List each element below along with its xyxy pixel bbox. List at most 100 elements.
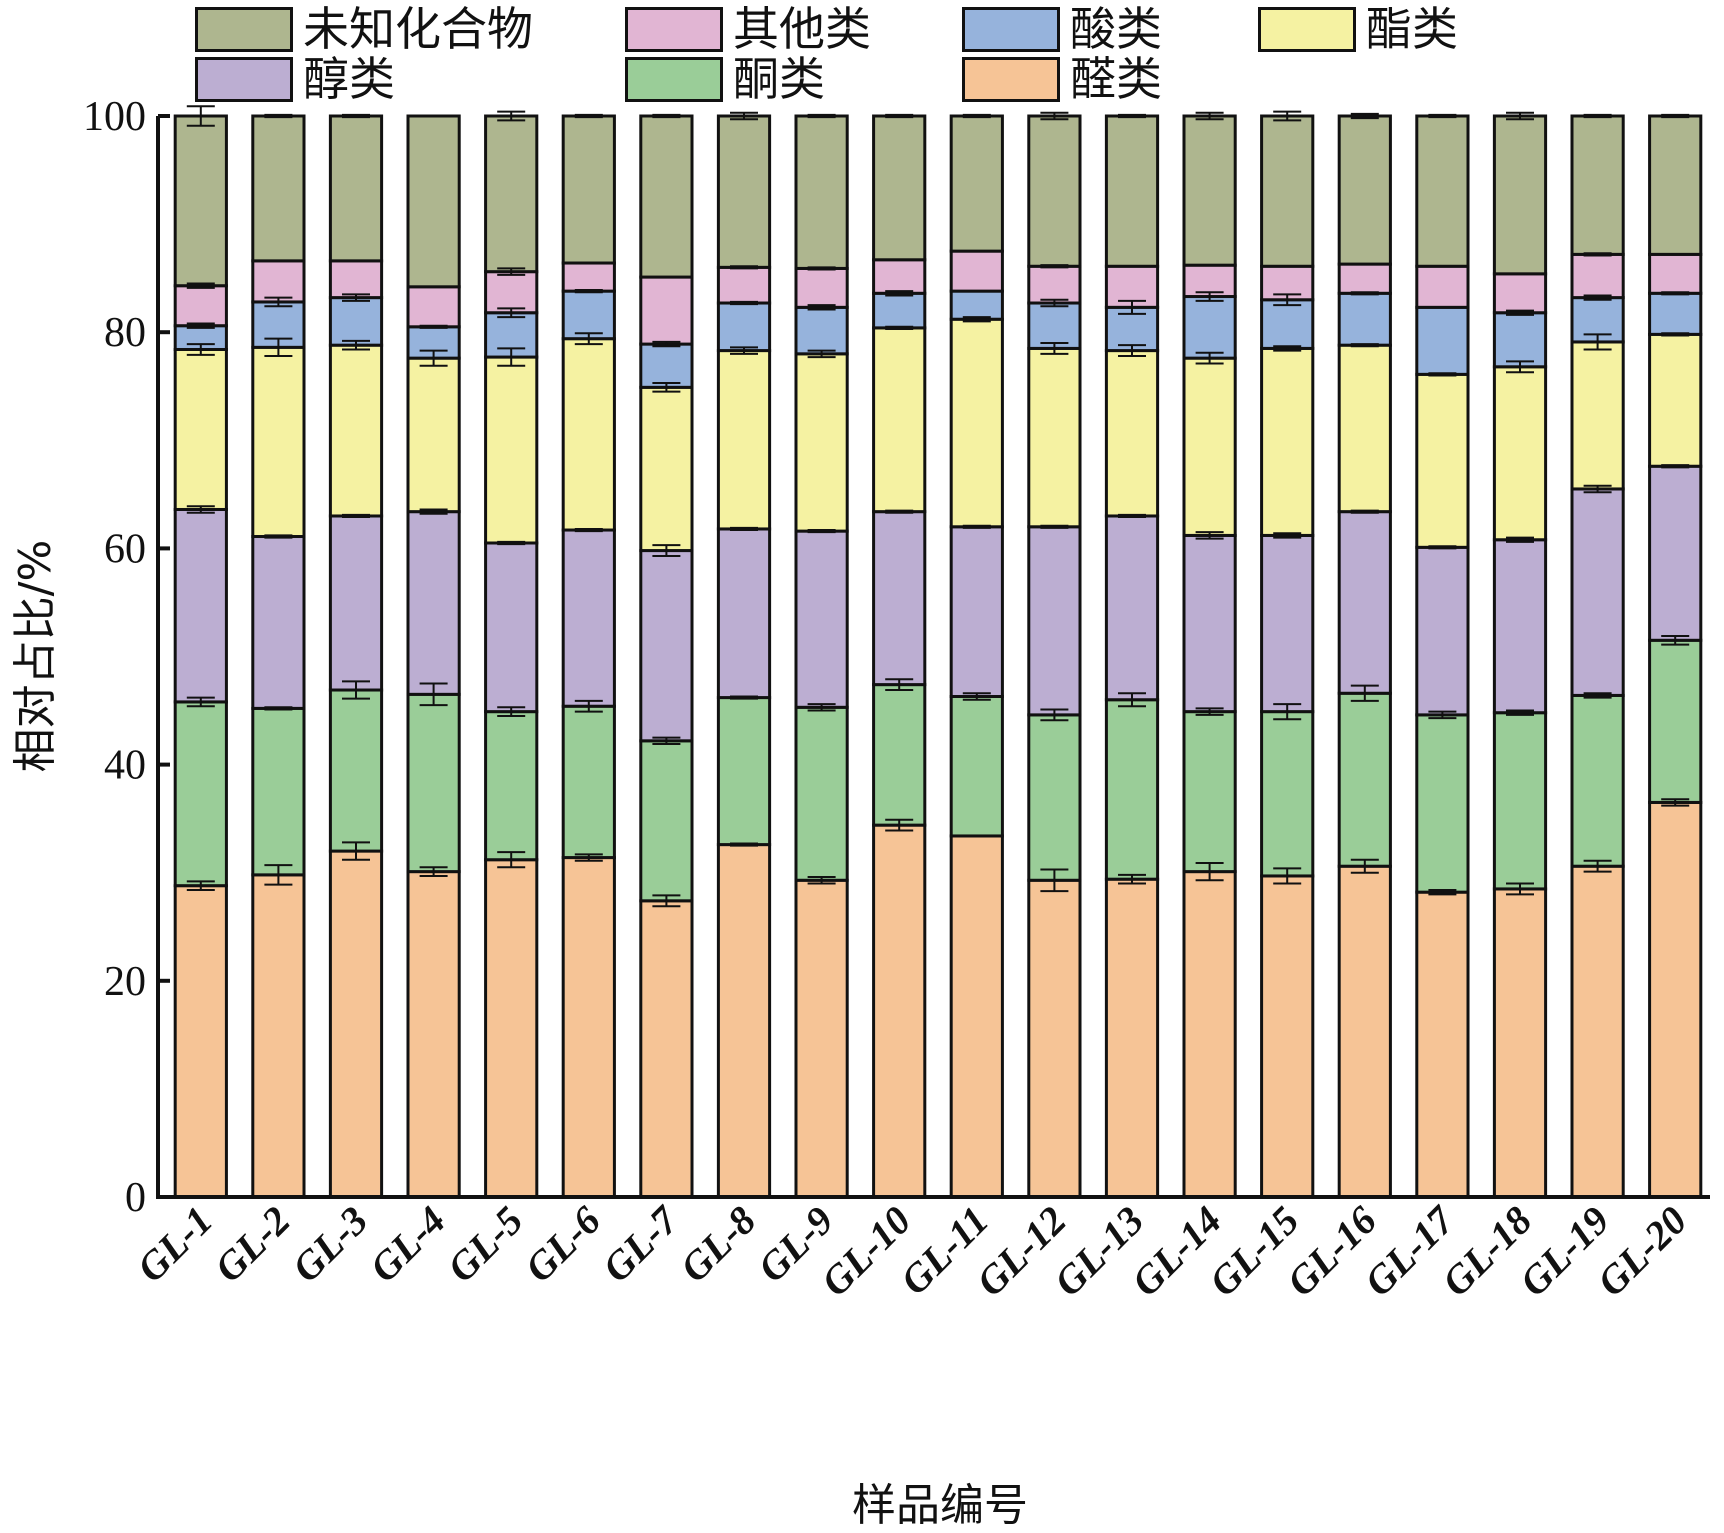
bar-segment-gl-20-6 bbox=[1648, 114, 1703, 256]
bar-segment-gl-7-1 bbox=[639, 739, 694, 903]
bar-segment-gl-2-6 bbox=[251, 114, 306, 263]
bar-segment-gl-14-0 bbox=[1182, 870, 1237, 1199]
legend-label: 醇类 bbox=[303, 52, 395, 106]
y-tick-label: 100 bbox=[83, 94, 146, 140]
bar-segment-gl-13-6 bbox=[1104, 114, 1160, 268]
bar-segment-gl-3-6 bbox=[328, 114, 384, 263]
bar-segment-gl-11-1 bbox=[949, 694, 1004, 838]
x-axis-title: 样品编号 bbox=[852, 1480, 1028, 1531]
bar-segment-gl-3-5 bbox=[328, 259, 384, 300]
bar-segment-gl-18-1 bbox=[1492, 711, 1548, 891]
bar-segment-gl-14-6 bbox=[1182, 114, 1237, 267]
legend-swatch bbox=[625, 56, 723, 102]
bar-segment-gl-13-1 bbox=[1104, 698, 1160, 881]
legend-swatch bbox=[195, 56, 293, 102]
bar-segment-gl-7-5 bbox=[639, 275, 694, 346]
bar-segment-gl-7-3 bbox=[639, 385, 694, 553]
bar-segment-gl-6-1 bbox=[561, 704, 616, 860]
x-tick-label: GL-8 bbox=[671, 1198, 764, 1291]
x-tick-label: GL-4 bbox=[361, 1198, 454, 1291]
legend-swatch bbox=[962, 6, 1060, 52]
bar-segment-gl-5-6 bbox=[484, 114, 539, 274]
bar-segment-gl-2-5 bbox=[251, 259, 306, 304]
legend-label: 酯类 bbox=[1366, 2, 1458, 56]
bar-segment-gl-5-2 bbox=[484, 541, 539, 714]
bar-segment-gl-3-1 bbox=[328, 688, 384, 853]
bar-segment-gl-9-4 bbox=[794, 305, 849, 356]
legend-item-ester: 酯类 bbox=[1258, 6, 1458, 52]
bar-segment-gl-15-0 bbox=[1260, 874, 1315, 1199]
bar-segment-gl-17-3 bbox=[1415, 372, 1470, 549]
bar-segment-gl-20-4 bbox=[1648, 291, 1703, 336]
bar-segment-gl-14-3 bbox=[1182, 356, 1237, 537]
bar-segment-gl-19-1 bbox=[1570, 693, 1625, 868]
bar-segment-gl-6-6 bbox=[561, 114, 616, 265]
bar-segment-gl-2-3 bbox=[251, 345, 306, 539]
bar-segment-gl-8-6 bbox=[716, 114, 772, 269]
x-tick-label: GL-19 bbox=[1511, 1198, 1618, 1305]
x-tick-label: GL-16 bbox=[1278, 1198, 1385, 1305]
bar-segment-gl-15-1 bbox=[1260, 710, 1315, 878]
bar-segment-gl-5-3 bbox=[484, 355, 539, 545]
error-bars-layer bbox=[186, 105, 1690, 908]
x-tick-label: GL-2 bbox=[206, 1198, 299, 1291]
bar-segment-gl-1-1 bbox=[173, 700, 228, 888]
legend-swatch bbox=[195, 6, 293, 52]
bar-segment-gl-5-5 bbox=[484, 270, 539, 315]
bar-segment-gl-3-4 bbox=[328, 296, 384, 347]
bar-segment-gl-11-0 bbox=[949, 834, 1004, 1199]
bar-segment-gl-20-0 bbox=[1648, 800, 1703, 1199]
bar-segment-gl-12-2 bbox=[1027, 525, 1082, 717]
bars-layer bbox=[173, 114, 1703, 1199]
bar-segment-gl-8-0 bbox=[716, 843, 772, 1199]
bar-segment-gl-10-0 bbox=[872, 823, 927, 1199]
bar-segment-gl-18-3 bbox=[1492, 365, 1548, 542]
bar-segment-gl-13-3 bbox=[1104, 349, 1160, 518]
x-tick-label: GL-18 bbox=[1433, 1198, 1540, 1305]
legend-label: 酮类 bbox=[733, 52, 825, 106]
bar-segment-gl-17-6 bbox=[1415, 114, 1470, 268]
bar-segment-gl-17-5 bbox=[1415, 264, 1470, 309]
y-tick-label: 40 bbox=[104, 743, 146, 789]
bar-segment-gl-1-2 bbox=[173, 507, 228, 704]
bar-segment-gl-20-2 bbox=[1648, 464, 1703, 642]
bar-segment-gl-8-3 bbox=[716, 349, 772, 531]
bar-segment-gl-16-2 bbox=[1337, 510, 1392, 695]
legend-label: 其他类 bbox=[733, 2, 871, 56]
bar-segment-gl-10-6 bbox=[872, 114, 927, 262]
y-tick-label: 60 bbox=[104, 526, 146, 572]
bar-segment-gl-7-0 bbox=[639, 899, 694, 1199]
bar-segment-gl-16-4 bbox=[1337, 291, 1392, 347]
bar-segment-gl-4-0 bbox=[406, 870, 461, 1199]
bar-segment-gl-19-6 bbox=[1570, 114, 1625, 256]
bar-segment-gl-8-1 bbox=[716, 696, 772, 847]
x-tick-label: GL-10 bbox=[812, 1198, 919, 1305]
bar-segment-gl-15-4 bbox=[1260, 298, 1315, 350]
bar-segment-gl-8-5 bbox=[716, 265, 772, 305]
legend-swatch bbox=[962, 56, 1060, 102]
legend-item-unknown: 未知化合物 bbox=[195, 6, 533, 52]
bar-segment-gl-20-5 bbox=[1648, 252, 1703, 295]
bar-segment-gl-1-0 bbox=[173, 884, 228, 1199]
legend-label: 未知化合物 bbox=[303, 2, 533, 56]
bar-segment-gl-2-1 bbox=[251, 706, 306, 877]
bar-segment-gl-4-1 bbox=[406, 692, 461, 874]
bar-segment-gl-2-2 bbox=[251, 535, 306, 710]
bar-segment-gl-15-6 bbox=[1260, 114, 1315, 268]
y-tick-label: 80 bbox=[104, 310, 146, 356]
bar-segment-gl-14-1 bbox=[1182, 710, 1237, 874]
bar-segment-gl-7-6 bbox=[639, 114, 694, 279]
bar-segment-gl-8-2 bbox=[716, 527, 772, 700]
x-tick-label: GL-13 bbox=[1045, 1198, 1152, 1305]
y-axis-title: 相对占比/% bbox=[10, 540, 61, 773]
legend-item-acid: 酸类 bbox=[962, 6, 1162, 52]
bar-segment-gl-12-3 bbox=[1027, 346, 1082, 529]
bar-segment-gl-14-2 bbox=[1182, 533, 1237, 714]
bar-segment-gl-20-1 bbox=[1648, 638, 1703, 804]
bar-segment-gl-17-0 bbox=[1415, 890, 1470, 1199]
bar-segment-gl-19-2 bbox=[1570, 487, 1625, 697]
bar-segment-gl-5-1 bbox=[484, 710, 539, 862]
bar-segment-gl-13-0 bbox=[1104, 877, 1160, 1199]
legend-item-other: 其他类 bbox=[625, 6, 871, 52]
bar-segment-gl-18-0 bbox=[1492, 887, 1548, 1199]
